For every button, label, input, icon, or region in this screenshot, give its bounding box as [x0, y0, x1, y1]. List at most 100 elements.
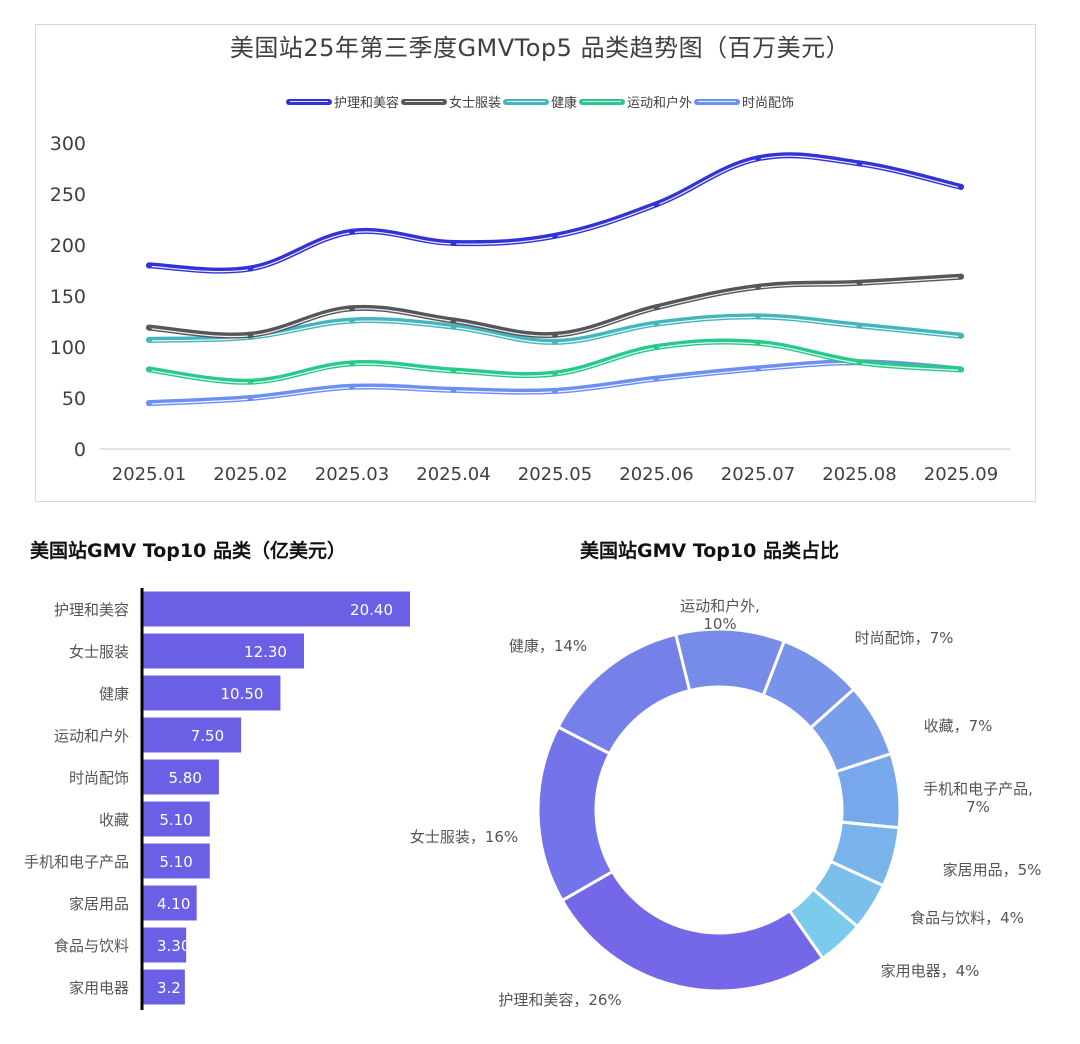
series-2-point-7[interactable] — [856, 322, 863, 329]
series-2-point-5[interactable] — [653, 320, 660, 327]
series-0-point-2[interactable] — [349, 228, 355, 235]
series-1-point-0[interactable] — [146, 324, 152, 331]
series-1-point-6[interactable] — [755, 283, 761, 290]
series-3-point-1[interactable] — [247, 378, 254, 385]
x-tick-label-3: 2025.04 — [416, 464, 490, 485]
series-1-point-4[interactable] — [552, 331, 558, 338]
bar-3[interactable] — [143, 717, 242, 753]
bar-value-label-6: 5.10 — [159, 853, 192, 871]
x-tick-label-6: 2025.07 — [721, 464, 795, 485]
series-0-point-5[interactable] — [653, 201, 660, 208]
series-4-point-1[interactable] — [247, 395, 254, 401]
series-3-point-6[interactable] — [755, 339, 761, 346]
series-3-point-7[interactable] — [856, 359, 863, 366]
series-1 — [146, 273, 964, 339]
bar-8[interactable] — [143, 927, 187, 963]
series-1-point-8[interactable] — [958, 273, 964, 280]
series-4-point-5[interactable] — [653, 375, 660, 382]
series-1-point-2[interactable] — [349, 305, 355, 312]
bar-5[interactable] — [143, 801, 210, 837]
donut-slice-1[interactable] — [536, 724, 615, 903]
bar-value-label-2: 10.50 — [220, 685, 263, 703]
series-3-point-5[interactable] — [653, 344, 660, 350]
bar-6[interactable] — [143, 843, 210, 879]
donut-slice-9[interactable] — [787, 887, 860, 961]
series-4-point-2[interactable] — [349, 383, 355, 390]
series-2-point-4[interactable] — [552, 338, 558, 345]
donut-label-4: 时尚配饰，7% — [855, 629, 954, 647]
series-4-point-4[interactable] — [552, 387, 558, 394]
bar-0[interactable] — [143, 591, 410, 627]
x-tick-label-7: 2025.08 — [822, 464, 896, 485]
series-1-point-1[interactable] — [247, 331, 254, 338]
series-1-point-3[interactable] — [450, 317, 457, 324]
series-3-point-8[interactable] — [958, 366, 964, 373]
legend-item-3[interactable]: 运动和户外 — [579, 92, 692, 111]
legend-item-4[interactable]: 时尚配饰 — [694, 92, 794, 111]
donut-label-7: 家居用品，5% — [943, 861, 1042, 879]
series-2-point-3[interactable] — [450, 323, 457, 330]
series-line-1[interactable] — [146, 273, 964, 339]
series-2-point-8[interactable] — [958, 332, 964, 339]
line-chart-title: 美国站25年第三季度GMVTop5 品类趋势图（百万美元） — [229, 34, 851, 62]
series-0-point-3[interactable] — [450, 239, 457, 246]
series-0-point-1[interactable] — [247, 265, 254, 272]
legend-label-2: 健康 — [550, 96, 577, 111]
series-2-point-2[interactable] — [349, 317, 355, 324]
donut-label-2: 健康，14% — [509, 637, 587, 655]
bar-value-label-3: 7.50 — [191, 727, 224, 745]
y-tick-label-0: 0 — [74, 439, 86, 461]
y-tick-label-1: 50 — [62, 388, 86, 410]
series-3-point-0[interactable] — [146, 366, 152, 373]
bar-value-label-0: 20.40 — [350, 601, 393, 619]
bar-category-label-0: 护理和美容 — [54, 601, 129, 619]
series-0-point-4[interactable] — [552, 232, 558, 239]
series-3 — [146, 338, 964, 385]
series-3-point-4[interactable] — [552, 370, 558, 377]
bar-1[interactable] — [143, 633, 304, 669]
legend-item-2[interactable]: 健康 — [502, 92, 577, 111]
series-0-point-6[interactable] — [755, 155, 761, 162]
bar-9[interactable] — [143, 969, 185, 1005]
series-4-point-6[interactable] — [755, 365, 761, 372]
bar-row-9: 家用电器 3.2 — [69, 969, 185, 1005]
legend-item-0[interactable]: 护理和美容 — [285, 92, 399, 111]
legend-swatch-2 — [502, 98, 549, 105]
donut-slice-0[interactable] — [560, 869, 825, 993]
y-tick-label-3: 150 — [50, 286, 86, 308]
series-0-point-0[interactable] — [146, 262, 152, 269]
bar-row-0: 护理和美容 20.40 — [54, 591, 410, 627]
series-3-point-3[interactable] — [450, 367, 457, 374]
legend-swatch-4 — [694, 98, 741, 105]
donut-label-8: 食品与饮料，4% — [910, 909, 1024, 927]
legend-swatch-0 — [285, 98, 332, 105]
legend-label-3: 运动和户外 — [627, 96, 693, 111]
donut-label-9: 家用电器，4% — [881, 962, 980, 980]
bar-chart-title: 美国站GMV Top10 品类（亿美元） — [30, 540, 346, 562]
series-0-point-8[interactable] — [958, 183, 964, 190]
bar-value-label-4: 5.80 — [169, 769, 202, 787]
donut-chart-title: 美国站GMV Top10 品类占比 — [580, 540, 839, 562]
bar-7[interactable] — [143, 885, 197, 921]
x-tick-label-8: 2025.09 — [924, 464, 998, 485]
bar-4[interactable] — [143, 759, 219, 795]
series-1-point-5[interactable] — [653, 304, 660, 311]
bar-category-label-1: 女士服装 — [69, 643, 129, 661]
donut-label-3: 运动和户外, 10% — [680, 597, 760, 633]
bar-category-label-7: 家居用品 — [69, 895, 129, 913]
series-3-point-2[interactable] — [349, 360, 355, 367]
series-2-point-6[interactable] — [755, 313, 761, 320]
series-4-point-0[interactable] — [146, 400, 152, 407]
y-tick-label-4: 200 — [50, 235, 86, 257]
series-2-point-0[interactable] — [146, 336, 152, 343]
series-line-0[interactable] — [146, 152, 964, 274]
line-chart-legend: 护理和美容 女士服装 健康 运动和户外 时尚配饰 — [0, 92, 1080, 111]
series-1-point-7[interactable] — [856, 279, 863, 286]
series-0-point-7[interactable] — [856, 160, 863, 167]
bar-2[interactable] — [143, 675, 281, 711]
series-4-point-3[interactable] — [450, 386, 457, 393]
x-tick-label-5: 2025.06 — [619, 464, 693, 485]
series-highlight-1 — [148, 277, 962, 338]
series-2 — [146, 313, 964, 345]
legend-item-1[interactable]: 女士服装 — [400, 92, 501, 111]
